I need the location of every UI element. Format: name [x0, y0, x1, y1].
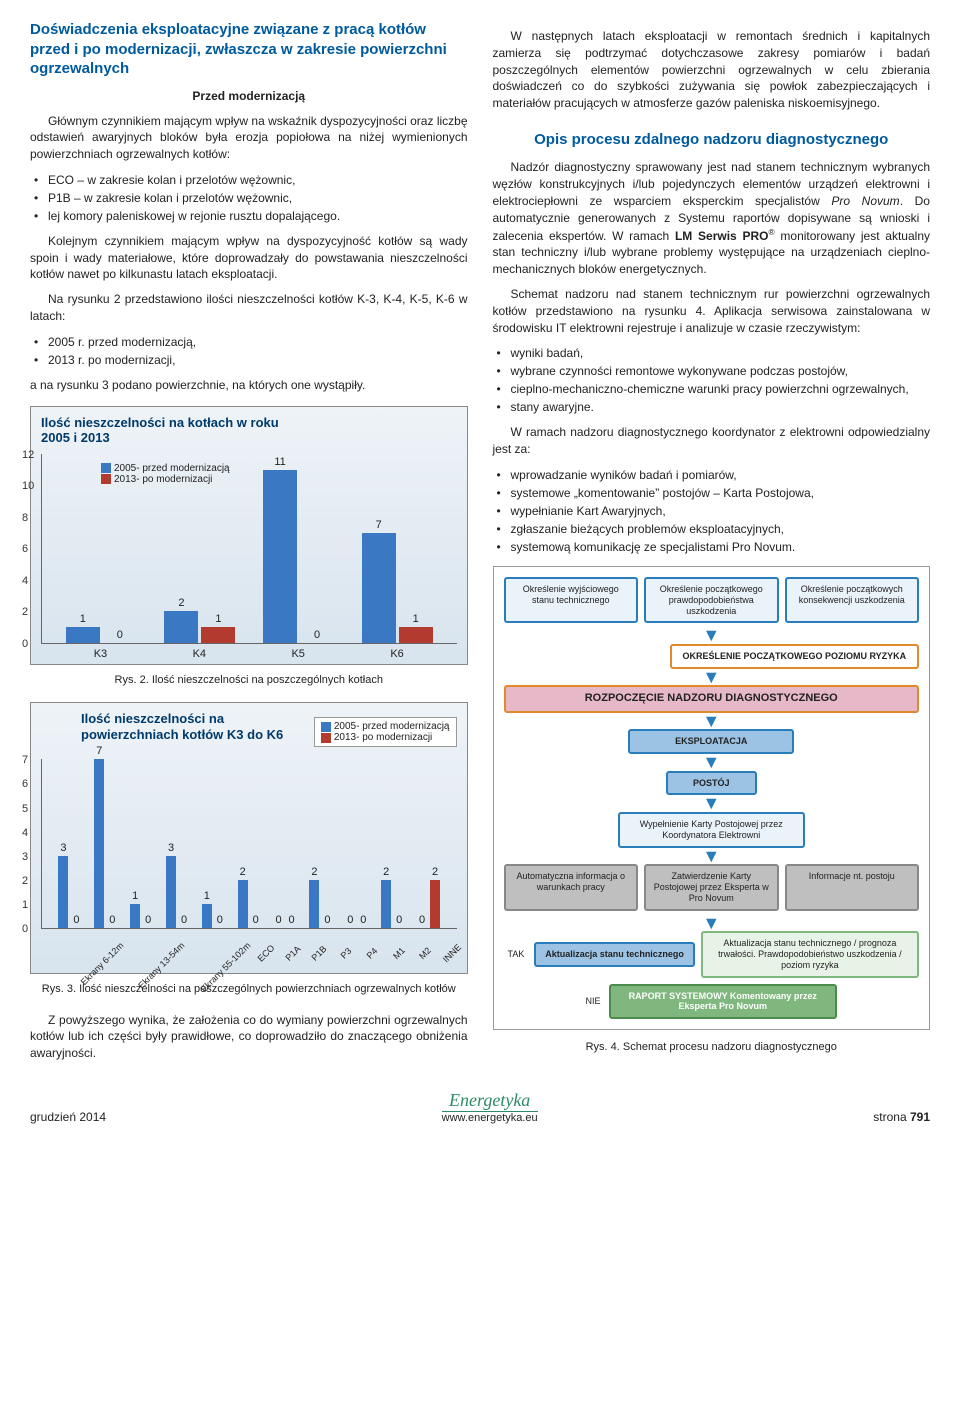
page-number: 791 [910, 1110, 930, 1124]
left-bottom-p: Z powyższego wynika, że założenia co do … [30, 1012, 468, 1062]
left-list1: ECO – w zakresie kolan i przelotów wężow… [30, 171, 468, 225]
list-item: wybrane czynności remontowe wykonywane p… [493, 362, 931, 380]
list-item: lej komory paleniskowej w rejonie rusztu… [30, 207, 468, 225]
chart2-bars: 012345673070103010200020002002 [41, 759, 457, 929]
list-item: systemowe „komentowanie” postojów – Kart… [493, 484, 931, 502]
left-p3b: a na rysunku 3 podano powierzchnie, na k… [30, 377, 468, 394]
right-p3: Schemat nadzoru nad stanem technicznym r… [493, 286, 931, 336]
text: systemową komunikację ze specjalistami P… [511, 540, 796, 554]
right-list1: wyniki badań, wybrane czynności remontow… [493, 344, 931, 416]
legend-swatch-b [321, 733, 331, 743]
left-p3: Na rysunku 2 przedstawiono ilości nieszc… [30, 291, 468, 325]
chart2: Ilość nieszczelności na powierzchniach k… [30, 702, 468, 974]
left-subheading: Przed modernizacją [30, 89, 468, 103]
left-heading: Doświadczenia eksploatacyjne związane z … [30, 20, 468, 79]
list-item: wyniki badań, [493, 344, 931, 362]
list-item: wypełnianie Kart Awaryjnych, [493, 502, 931, 520]
right-heading: Opis procesu zdalnego nadzoru diagnostyc… [493, 130, 931, 150]
right-p2: Nadzór diagnostyczny sprawowany jest nad… [493, 159, 931, 278]
list-item: wprowadzanie wyników badań i pomiarów, [493, 466, 931, 484]
list-item: cieplno-mechaniczno-chemiczne warunki pr… [493, 380, 931, 398]
right-list2: wprowadzanie wyników badań i pomiarów, s… [493, 466, 931, 556]
caption-flow: Rys. 4. Schemat procesu nadzoru diagnost… [493, 1040, 931, 1055]
chart1-title: Ilość nieszczelności na kotłach w roku 2… [41, 415, 290, 446]
text: strona [873, 1110, 910, 1124]
chart1: Ilość nieszczelności na kotłach w roku 2… [30, 406, 468, 665]
chart2-xlabels: Ekrany 6-12mEkrany 13-54mEkrany 55-102mE… [41, 929, 457, 969]
footer-left: grudzień 2014 [30, 1110, 106, 1124]
footer-brand: Energetyka [442, 1090, 538, 1112]
footer-right: strona 791 [873, 1110, 930, 1124]
list-item: 2013 r. po modernizacji, [30, 351, 468, 369]
footer-url: www.energetyka.eu [442, 1112, 538, 1124]
list-item: stany awaryjne. [493, 398, 931, 416]
left-p2: Kolejnym czynnikiem mającym wpływ na dys… [30, 233, 468, 283]
right-p1: W następnych latach eksploatacji w remon… [493, 28, 931, 112]
page-footer: grudzień 2014 Energetyka www.energetyka.… [30, 1090, 930, 1124]
text-ital: Pro Novum [831, 194, 899, 208]
chart2-title: Ilość nieszczelności na powierzchniach k… [81, 711, 310, 742]
list-item: systemową komunikację ze specjalistami P… [493, 538, 931, 556]
list-item: 2005 r. przed modernizacją, [30, 333, 468, 351]
list-item: P1B – w zakresie kolan i przelotów wężow… [30, 189, 468, 207]
list-item: zgłaszanie bieżących problemów eksploata… [493, 520, 931, 538]
legend-swatch-a [321, 722, 331, 732]
list-item: ECO – w zakresie kolan i przelotów wężow… [30, 171, 468, 189]
left-p1: Głównym czynnikiem mającym wpływ na wska… [30, 113, 468, 163]
text-bold: LM Serwis PRO [675, 229, 769, 243]
chart1-bars: 024681012102111071 [41, 454, 457, 644]
flowchart: Określenie wyjściowego stanu techniczneg… [493, 566, 931, 1030]
legend-label-b: 2013- po modernizacji [334, 732, 432, 743]
chart1-xlabels: K3K4K5K6 [41, 644, 457, 660]
left-list2: 2005 r. przed modernizacją, 2013 r. po m… [30, 333, 468, 369]
legend-label-a: 2005- przed modernizacją [334, 721, 450, 732]
chart2-legend: 2005- przed modernizacją 2013- po modern… [314, 717, 457, 747]
right-p4: W ramach nadzoru diagnostycznego koordyn… [493, 424, 931, 458]
caption1: Rys. 2. Ilość nieszczelności na poszczeg… [30, 673, 468, 688]
